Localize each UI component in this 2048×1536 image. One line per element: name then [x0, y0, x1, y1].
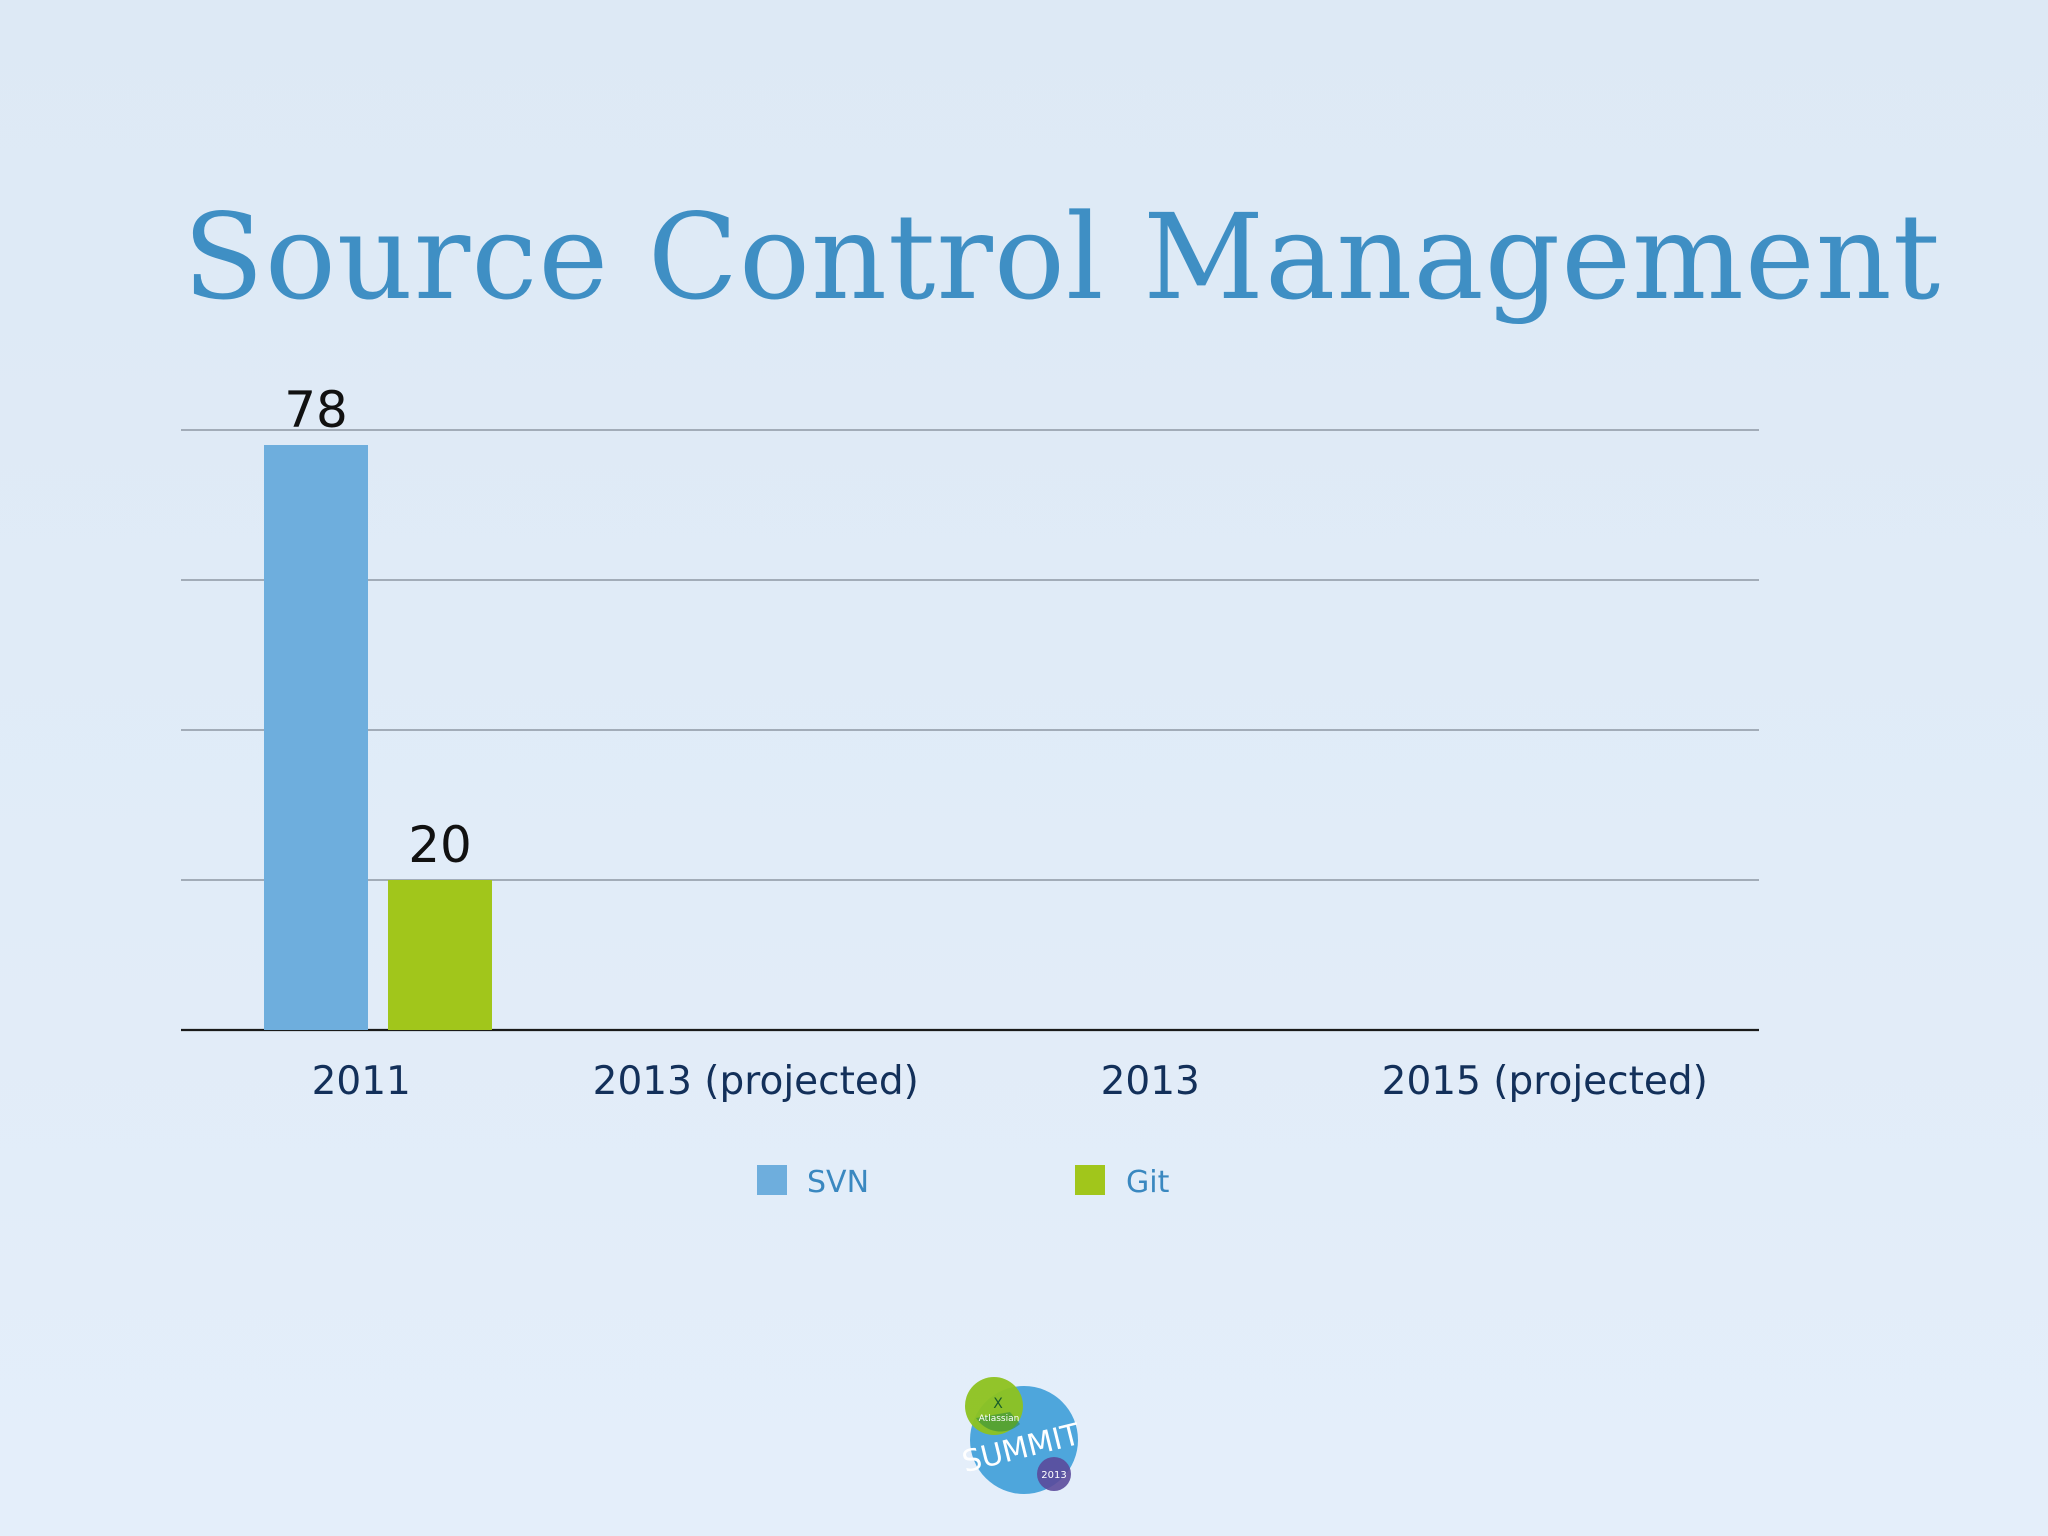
x-tick-label-0: 2011 — [312, 1059, 411, 1104]
logo-overlap — [976, 1412, 1020, 1432]
bar-git-2011 — [388, 880, 492, 1030]
legend-swatch-git — [1075, 1165, 1105, 1195]
legend-label-git: Git — [1126, 1165, 1170, 1200]
logo-year: 2013 — [1041, 1470, 1066, 1481]
legend-swatch-svn — [757, 1165, 787, 1195]
atlassian-summit-logo: X Atlassian SUMMIT 2013 — [962, 1377, 1084, 1494]
data-label-svn-2011: 78 — [284, 381, 348, 439]
logo-purple-circle — [1037, 1457, 1071, 1491]
logo-brand: Atlassian — [979, 1414, 1020, 1424]
x-tick-label-1: 2013 (projected) — [593, 1059, 919, 1104]
x-tick-label-3: 2015 (projected) — [1382, 1059, 1708, 1104]
slide-title: Source Control Management — [183, 188, 1942, 326]
bar-svn-2011 — [264, 445, 368, 1030]
logo-x-mark: X — [993, 1396, 1003, 1412]
legend-label-svn: SVN — [807, 1165, 869, 1200]
data-label-git-2011: 20 — [408, 816, 472, 874]
x-tick-label-2: 2013 — [1101, 1059, 1200, 1104]
